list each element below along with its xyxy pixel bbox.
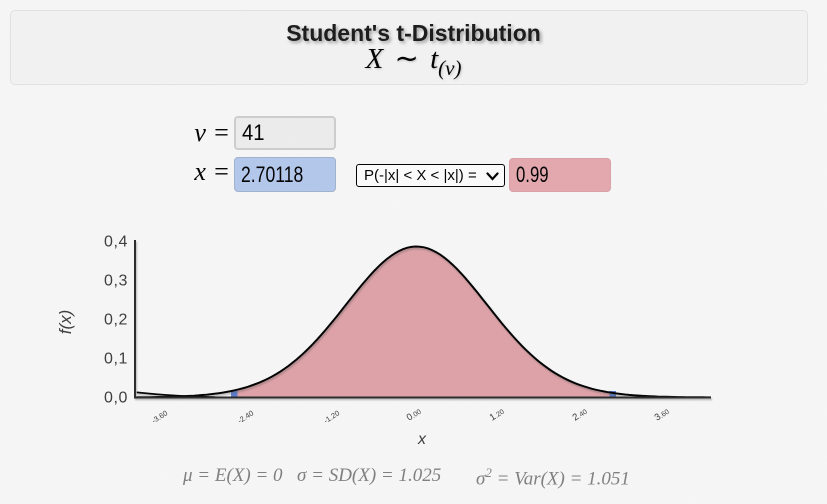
svg-text:1.20: 1.20 xyxy=(488,406,507,423)
svg-text:-1.20: -1.20 xyxy=(322,408,341,425)
svg-text:0.00: 0.00 xyxy=(405,406,424,423)
svg-text:0,0: 0,0 xyxy=(104,390,128,407)
svg-text:f(x): f(x) xyxy=(56,310,75,335)
svg-text:x: x xyxy=(417,431,427,448)
svg-text:-2.40: -2.40 xyxy=(236,408,255,425)
svg-text:3.60: 3.60 xyxy=(653,406,672,423)
svg-text:2.40: 2.40 xyxy=(571,406,590,423)
svg-text:0,1: 0,1 xyxy=(104,351,128,368)
svg-text:0,2: 0,2 xyxy=(104,312,128,329)
svg-text:-3.60: -3.60 xyxy=(150,408,169,425)
svg-text:0,3: 0,3 xyxy=(104,273,128,290)
svg-text:0,4: 0,4 xyxy=(104,234,128,251)
